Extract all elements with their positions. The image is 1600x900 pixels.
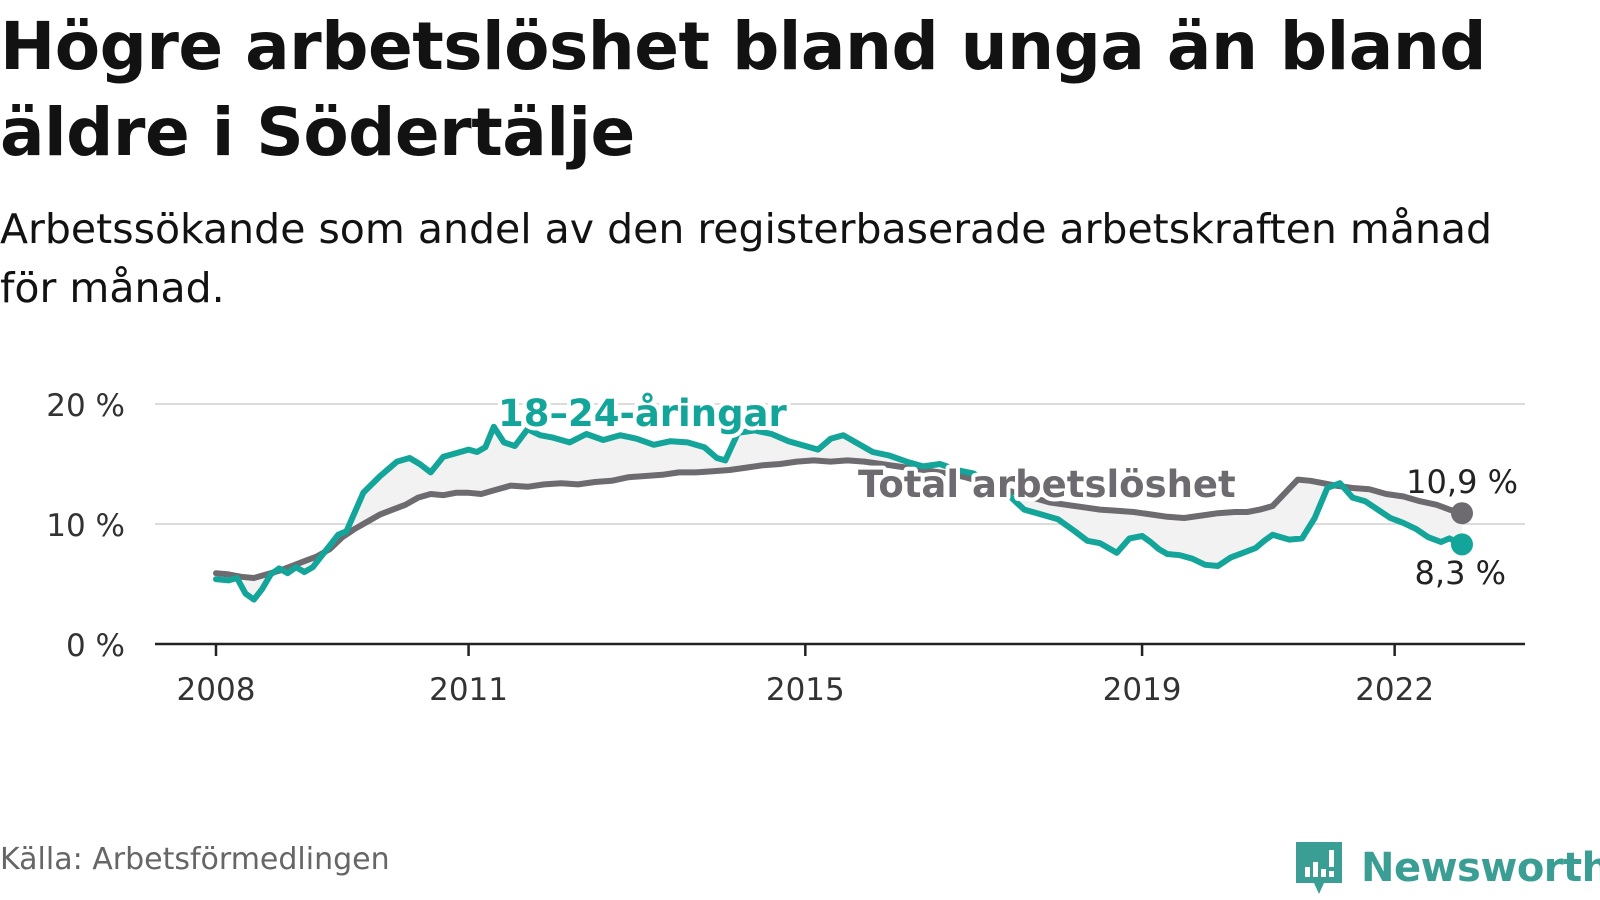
x-tick-label: 2019 xyxy=(1103,672,1182,708)
y-tick-label: 10 % xyxy=(46,508,125,544)
x-tick-label: 2008 xyxy=(177,672,256,708)
end-label-youth: 8,3 % xyxy=(1415,554,1506,592)
newsworthy-logo-icon xyxy=(1296,842,1342,894)
series-line-youth xyxy=(213,423,1465,603)
end-point-youth xyxy=(1451,533,1473,556)
source-note: Källa: Arbetsförmedlingen xyxy=(0,842,390,877)
series-line-total xyxy=(213,457,1465,581)
x-tick-label: 2022 xyxy=(1355,672,1434,708)
x-tick-label: 2011 xyxy=(429,672,508,708)
brand-logo: Newsworthy xyxy=(1293,839,1600,897)
chart-subtitle: Arbetssökande som andel av den registerb… xyxy=(0,205,1493,312)
y-tick-label: 20 % xyxy=(46,388,125,424)
end-label-total: 10,9 % xyxy=(1406,463,1518,501)
y-tick-label: 0 % xyxy=(66,628,125,664)
chart-title: Högre arbetslöshet bland unga än bland ä… xyxy=(0,8,1487,171)
brand-name: Newsworthy xyxy=(1361,845,1600,891)
end-point-total xyxy=(1451,502,1473,525)
series-label-youth: 18–24-åringar xyxy=(498,392,788,435)
series-label-total: Total arbetslöshet xyxy=(858,463,1236,506)
gap-area xyxy=(216,427,1462,600)
x-tick-label: 2015 xyxy=(766,672,845,708)
